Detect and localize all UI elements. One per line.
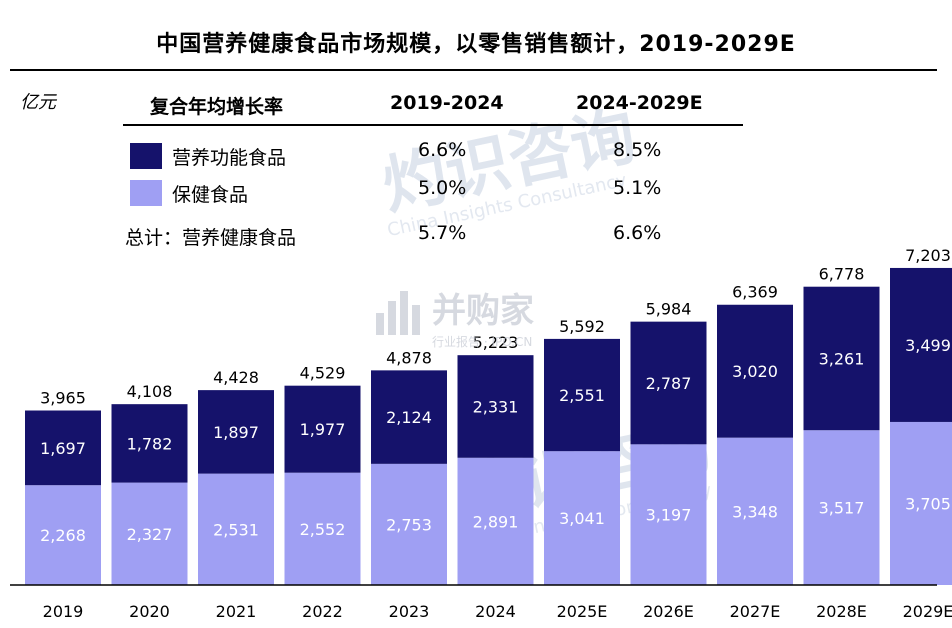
logo-name: 并购家 bbox=[432, 291, 534, 331]
cagr-total-c2: 6.6% bbox=[613, 222, 662, 244]
legend-swatch-nutrition bbox=[130, 143, 162, 169]
label-nutrition-2021: 1,897 bbox=[213, 423, 259, 442]
logo-subtext: 行业报告 · IPO.CN bbox=[432, 335, 533, 349]
legend-label-total: 总计：营养健康食品 bbox=[125, 227, 297, 249]
bar-health-2029E bbox=[890, 421, 952, 585]
label-total-2028E: 6,778 bbox=[819, 265, 865, 284]
label-health-2022: 2,552 bbox=[300, 520, 346, 539]
legend-swatch-health bbox=[130, 180, 162, 206]
cagr-header: 复合年均增长率 bbox=[150, 96, 284, 118]
label-health-2027E: 3,348 bbox=[732, 502, 778, 521]
legend-label-nutrition: 营养功能食品 bbox=[172, 147, 287, 169]
bar-health-2023 bbox=[371, 463, 447, 585]
label-health-2029E: 3,705 bbox=[905, 494, 951, 513]
label-nutrition-2025E: 2,551 bbox=[559, 386, 605, 405]
unit-label: 亿元 bbox=[20, 92, 56, 113]
x-tick-2029E: 2029E bbox=[903, 602, 952, 621]
label-health-2024: 2,891 bbox=[473, 512, 519, 531]
label-total-2027E: 6,369 bbox=[732, 283, 778, 302]
bar-health-2026E bbox=[630, 444, 707, 585]
label-total-2021: 4,428 bbox=[213, 368, 259, 387]
bar-nutrition-2026E bbox=[630, 321, 707, 445]
label-nutrition-2026E: 2,787 bbox=[646, 374, 692, 393]
x-tick-2024: 2024 bbox=[475, 602, 516, 621]
x-tick-2028E: 2028E bbox=[816, 602, 867, 621]
bar-logo-icon bbox=[376, 291, 420, 335]
bar-health-2028E bbox=[803, 430, 880, 585]
label-nutrition-2024: 2,331 bbox=[473, 397, 519, 416]
x-tick-2025E: 2025E bbox=[557, 602, 608, 621]
label-nutrition-2027E: 3,020 bbox=[732, 362, 778, 381]
bar-health-2025E bbox=[544, 451, 620, 585]
bar-nutrition-2022 bbox=[284, 385, 361, 473]
label-health-2028E: 3,517 bbox=[819, 499, 865, 518]
label-total-2022: 4,529 bbox=[300, 364, 346, 383]
bar-nutrition-2021 bbox=[198, 390, 274, 474]
label-total-2025E: 5,592 bbox=[559, 317, 605, 336]
cagr-total-c1: 5.7% bbox=[418, 222, 467, 244]
label-health-2019: 2,268 bbox=[40, 526, 86, 545]
x-tick-2021: 2021 bbox=[216, 602, 257, 621]
x-tick-2022: 2022 bbox=[302, 602, 343, 621]
x-tick-2027E: 2027E bbox=[730, 602, 781, 621]
bar-health-2027E bbox=[717, 437, 793, 585]
bar-health-2022 bbox=[284, 472, 361, 585]
bar-nutrition-2024 bbox=[457, 355, 534, 458]
bar-health-2021 bbox=[198, 473, 274, 585]
chart-title: 中国营养健康食品市场规模，以零售销售额计，2019-2029E bbox=[156, 32, 796, 57]
bar-nutrition-2028E bbox=[803, 286, 880, 431]
x-tick-2023: 2023 bbox=[389, 602, 430, 621]
label-total-2024: 5,223 bbox=[473, 333, 519, 352]
cagr-health-c1: 5.0% bbox=[418, 177, 467, 199]
bar-nutrition-2029E bbox=[890, 267, 952, 422]
label-nutrition-2023: 2,124 bbox=[386, 408, 432, 427]
logo-watermark: 并购家 行业报告 · IPO.CN bbox=[372, 283, 592, 363]
cagr-col2-header: 2024-2029E bbox=[576, 92, 703, 114]
label-health-2020: 2,327 bbox=[127, 525, 173, 544]
bar-nutrition-2020 bbox=[111, 404, 188, 483]
bar-health-2020 bbox=[111, 482, 188, 585]
cagr-nutrition-c2: 8.5% bbox=[613, 139, 662, 161]
bar-nutrition-2019 bbox=[25, 410, 101, 486]
label-total-2026E: 5,984 bbox=[646, 300, 692, 319]
bar-nutrition-2023 bbox=[371, 370, 447, 464]
legend-label-health: 保健食品 bbox=[172, 184, 249, 206]
label-health-2021: 2,531 bbox=[213, 520, 259, 539]
label-health-2026E: 3,197 bbox=[646, 506, 692, 525]
cagr-health-c2: 5.1% bbox=[613, 177, 662, 199]
label-nutrition-2020: 1,782 bbox=[127, 434, 173, 453]
bar-health-2024 bbox=[457, 457, 534, 585]
label-nutrition-2028E: 3,261 bbox=[819, 349, 865, 368]
label-total-2019: 3,965 bbox=[40, 389, 86, 408]
label-nutrition-2019: 1,697 bbox=[40, 439, 86, 458]
x-tick-2026E: 2026E bbox=[643, 602, 694, 621]
label-nutrition-2029E: 3,499 bbox=[905, 336, 951, 355]
label-total-2023: 4,878 bbox=[386, 348, 432, 367]
x-tick-2019: 2019 bbox=[43, 602, 84, 621]
label-total-2020: 4,108 bbox=[127, 382, 173, 401]
label-health-2025E: 3,041 bbox=[559, 509, 605, 528]
cagr-nutrition-c1: 6.6% bbox=[418, 139, 467, 161]
x-tick-2020: 2020 bbox=[129, 602, 170, 621]
label-total-2029E: 7,203 bbox=[905, 246, 951, 265]
title-divider bbox=[10, 69, 937, 71]
cagr-col1-header: 2019-2024 bbox=[390, 92, 504, 114]
bar-nutrition-2027E bbox=[717, 304, 793, 438]
bar-health-2019 bbox=[25, 485, 101, 585]
label-nutrition-2022: 1,977 bbox=[300, 420, 346, 439]
label-health-2023: 2,753 bbox=[386, 515, 432, 534]
cagr-divider bbox=[123, 124, 743, 126]
bar-nutrition-2025E bbox=[544, 338, 620, 452]
